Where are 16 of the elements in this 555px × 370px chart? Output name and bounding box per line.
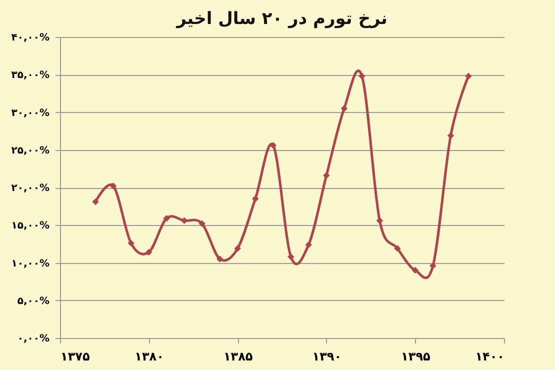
y-tick-label: ۵,۰۰%	[17, 296, 50, 307]
y-tick-label: ۱۵,۰۰%	[11, 220, 50, 232]
x-tick-label: ۱۳۹۰	[312, 350, 342, 364]
x-tick-label: ۱۴۰۰	[475, 350, 504, 364]
y-tick-label: ۲۰,۰۰%	[11, 183, 50, 194]
y-tick-label: ۱۰,۰۰%	[11, 258, 50, 270]
chart-title: نرخ تورم در ۲۰ سال اخیر	[176, 9, 388, 29]
x-tick-label: ۱۳۸۵	[223, 350, 253, 364]
y-tick-label: ۳۰,۰۰%	[11, 108, 50, 119]
y-tick-label: ۴۰,۰۰%	[11, 32, 50, 44]
x-tick-label: ۱۳۷۵	[60, 350, 90, 364]
y-tick-label: ۰,۰۰%	[17, 334, 50, 344]
x-tick-label: ۱۳۹۵	[401, 350, 430, 364]
y-tick-label: ۳۵,۰۰%	[11, 70, 50, 82]
y-tick-label: ۲۵,۰۰%	[11, 145, 50, 156]
x-tick-label: ۱۳۸۰	[134, 350, 164, 364]
